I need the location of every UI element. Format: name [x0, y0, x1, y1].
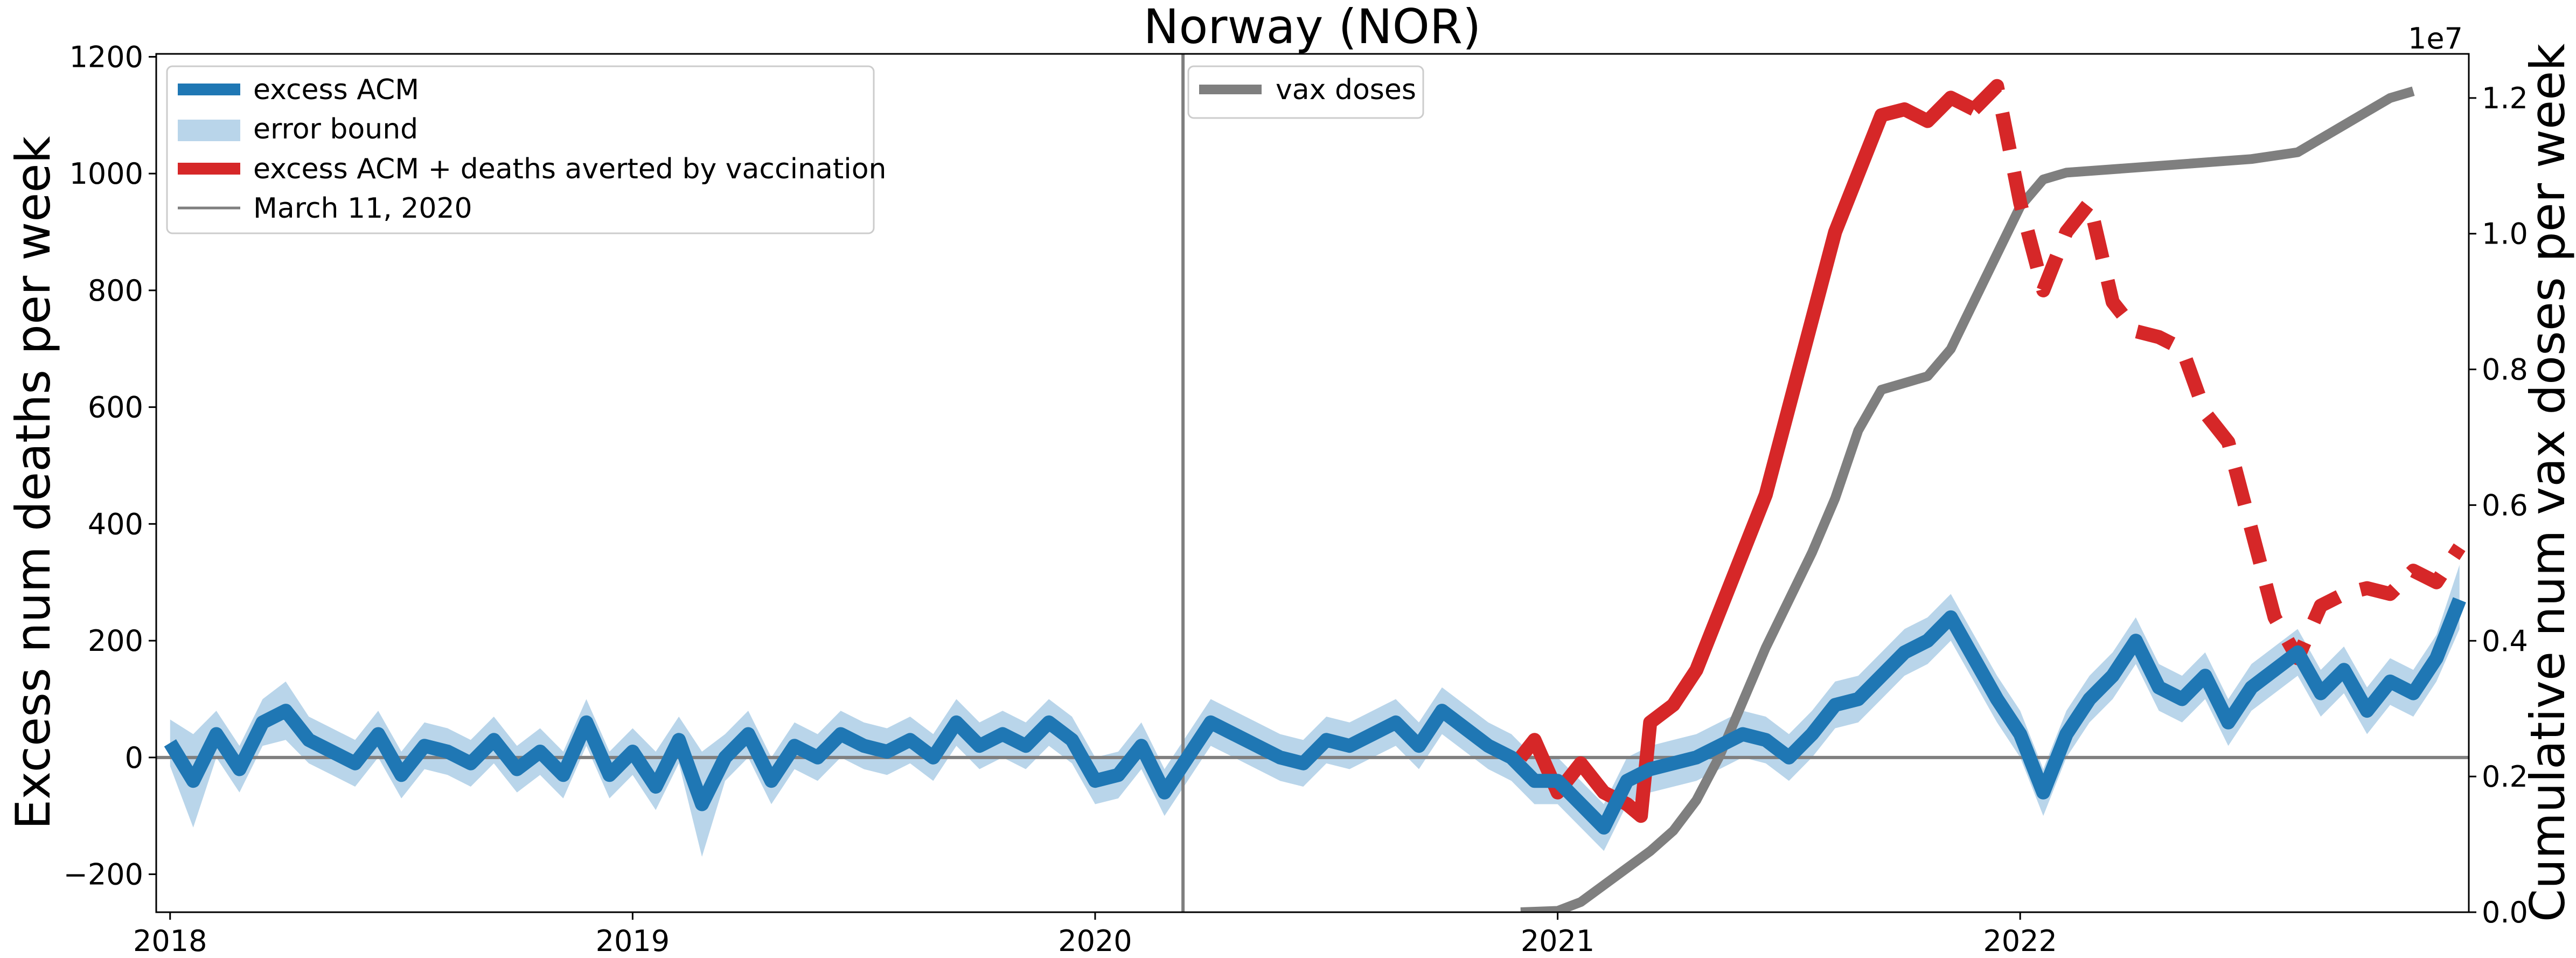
legend-swatch-error-band [178, 120, 240, 141]
legend-label-averted: excess ACM + deaths averted by vaccinati… [253, 153, 886, 185]
y-tick-label: 200 [88, 624, 143, 658]
x-tick-label: 2021 [1521, 924, 1595, 958]
legend-label-vax: vax doses [1276, 74, 1416, 106]
y-ticks-left: −200 0 200 400 600 800 1000 1200 [64, 40, 156, 892]
right-axis-multiplier: 1e7 [2408, 22, 2463, 55]
y-right-tick-label: 0.2 [2482, 760, 2528, 794]
legend-right-frame [1187, 65, 1424, 119]
chart-title: Norway (NOR) [1144, 0, 1481, 54]
legend-left: excess ACM error bound excess ACM + deat… [166, 65, 886, 234]
legend-label-error-band: error bound [253, 113, 418, 145]
y-axis-label-left: Excess num deaths per week [5, 136, 61, 829]
y-right-tick-label: 1.2 [2482, 81, 2528, 115]
y-tick-label: 1200 [69, 40, 143, 74]
legend-left-frame [166, 65, 875, 234]
legend-label-reference: March 11, 2020 [253, 192, 472, 225]
x-tick-label: 2019 [596, 924, 670, 958]
x-tick-label: 2022 [1983, 924, 2057, 958]
plot-frame [155, 53, 2470, 913]
y-right-tick-label: 0.8 [2482, 353, 2528, 387]
y-right-tick-label: 0.6 [2482, 488, 2528, 522]
y-right-tick-label: 0.0 [2482, 895, 2528, 929]
y-right-tick-label: 1.0 [2482, 217, 2528, 251]
y-tick-label: 600 [88, 391, 143, 425]
y-ticks-right: 0.0 0.2 0.4 0.6 0.8 1.0 1.2 [2469, 81, 2528, 929]
series-averted-dashed-line [1969, 79, 2466, 665]
y-axis-label-right: Cumulative num vax doses per week [2520, 44, 2575, 922]
y-tick-label: 0 [125, 741, 143, 775]
x-tick-label: 2018 [133, 924, 207, 958]
x-ticks: 2018 2019 2020 2021 2022 [133, 912, 2057, 958]
y-tick-label: 800 [88, 274, 143, 308]
y-tick-label: 400 [88, 507, 143, 541]
y-tick-label: 1000 [69, 157, 143, 191]
series-line-layer [164, 79, 2466, 912]
series-excess-acm-line [164, 597, 2466, 835]
x-tick-label: 2020 [1058, 924, 1132, 958]
y-right-tick-label: 0.4 [2482, 624, 2528, 658]
series-averted-solid-line [1515, 91, 1978, 823]
y-tick-label: −200 [64, 858, 143, 892]
series-vax-doses-line [1520, 86, 2415, 912]
legend-label-excess: excess ACM [253, 74, 419, 106]
legend-right: vax doses [1187, 65, 1424, 119]
